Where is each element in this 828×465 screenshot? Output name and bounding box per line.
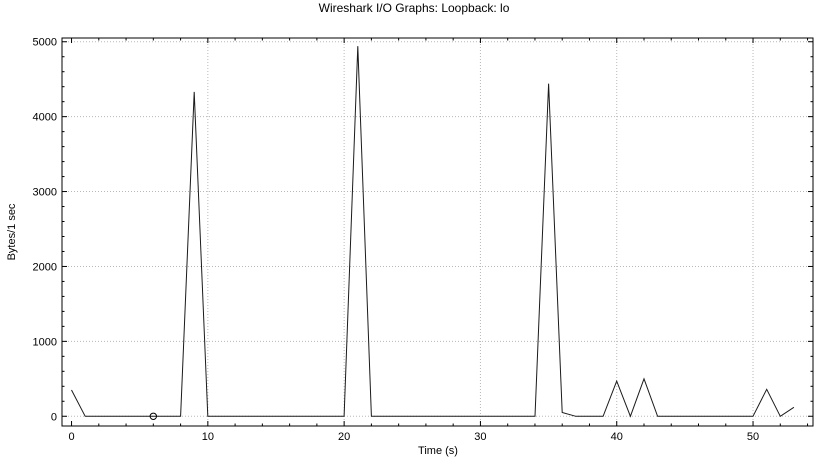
y-tick-label: 5000 xyxy=(33,37,57,49)
y-tick-label: 0 xyxy=(51,411,57,423)
y-axis-label: Bytes/1 sec xyxy=(6,203,18,260)
series-line[interactable] xyxy=(71,46,795,418)
y-tick-label: 4000 xyxy=(33,112,57,124)
selected-point-marker[interactable] xyxy=(149,412,158,420)
y-tick-label: 1000 xyxy=(33,336,57,348)
x-tick-label: 40 xyxy=(611,431,623,443)
x-tick-label: 10 xyxy=(202,431,214,443)
y-tick-label: 3000 xyxy=(33,187,57,199)
x-tick-label: 30 xyxy=(474,431,486,443)
x-tick-label: 0 xyxy=(68,431,74,443)
plot-area-frame xyxy=(61,37,814,427)
grid xyxy=(62,38,813,426)
x-tick-label: 20 xyxy=(338,431,350,443)
axis-ticks: 0 10 20 30 40 50 0 1000 2000 3000 4000 5000 xyxy=(33,37,813,443)
x-tick-label: 50 xyxy=(747,431,759,443)
series-layer xyxy=(71,46,795,418)
y-tick-label: 2000 xyxy=(33,261,57,273)
marker-layer xyxy=(149,412,158,420)
chart-title: Wireshark I/O Graphs: Loopback: lo xyxy=(319,1,510,15)
x-axis-label: Time (s) xyxy=(418,445,458,457)
